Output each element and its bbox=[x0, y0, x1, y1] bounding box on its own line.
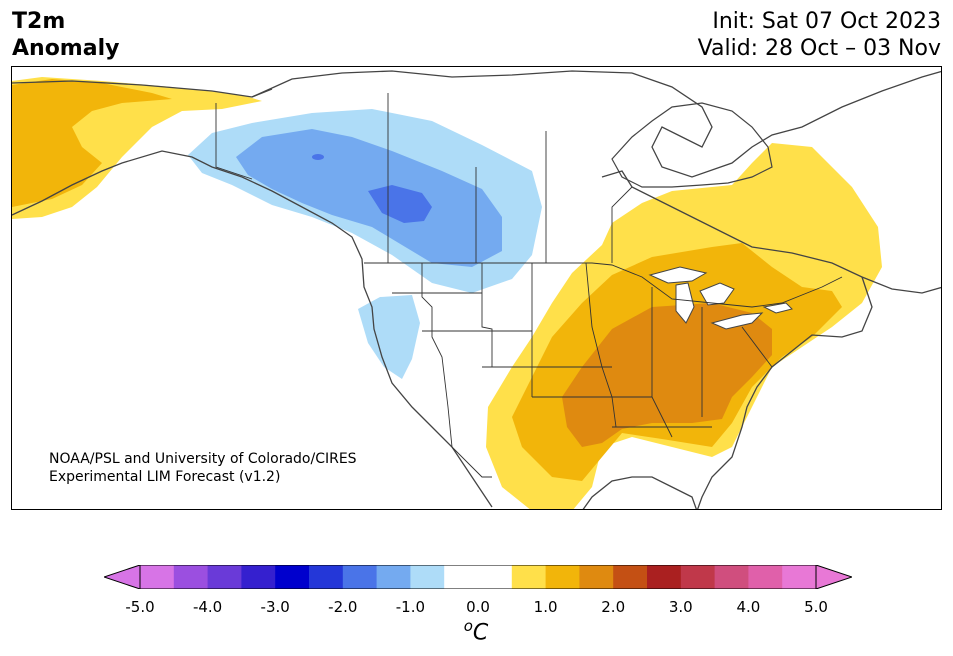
colorbar-tick-label: -4.0 bbox=[192, 598, 223, 616]
colorbar-tick-label: 3.0 bbox=[668, 598, 693, 616]
colorbar-tick-label: -2.0 bbox=[328, 598, 358, 616]
variable-label: T2m bbox=[12, 9, 66, 34]
colorbar-bin bbox=[714, 565, 749, 589]
colorbar-bin bbox=[173, 565, 209, 589]
colorbar-bin bbox=[579, 565, 614, 589]
colorbar-bin bbox=[680, 565, 716, 589]
anomaly-map bbox=[11, 66, 942, 510]
colorbar-bin bbox=[647, 565, 682, 589]
colorbar-tick-label: -5.0 bbox=[125, 598, 155, 616]
forecast-dates: Init: Sat 07 Oct 2023 Valid: 28 Oct – 03… bbox=[698, 8, 941, 62]
colorbar-bin bbox=[545, 565, 580, 589]
colorbar-bin bbox=[444, 565, 479, 589]
colorbar-bin bbox=[613, 565, 648, 589]
cold-core-small bbox=[312, 154, 324, 160]
credit-line-1: NOAA/PSL and University of Colorado/CIRE… bbox=[49, 451, 357, 467]
colorbar-bin bbox=[140, 565, 175, 589]
colorbar-bins bbox=[140, 565, 817, 589]
colorbar-bin bbox=[511, 565, 547, 589]
canada-cold-core bbox=[368, 185, 432, 223]
colorbar-bin bbox=[748, 565, 783, 589]
colorbar-outline bbox=[139, 565, 817, 589]
colorbar-bin bbox=[207, 565, 242, 589]
colorbar-tick-label: 0.0 bbox=[466, 598, 490, 616]
colorbar-bin bbox=[410, 565, 445, 589]
quantity-label: Anomaly bbox=[12, 36, 120, 61]
hudson-bay bbox=[611, 102, 773, 188]
coastlines bbox=[12, 70, 941, 509]
colorbar-bin bbox=[376, 565, 411, 589]
colorbar-bin bbox=[241, 565, 276, 589]
colorbar-tick-label: -1.0 bbox=[395, 598, 426, 616]
valid-range: Valid: 28 Oct – 03 Nov bbox=[697, 36, 941, 61]
colorbar-over-arrow bbox=[815, 565, 852, 589]
credit-text: NOAA/PSL and University of Colorado/CIRE… bbox=[49, 450, 357, 486]
colorbar-under-arrow bbox=[104, 565, 141, 589]
colorbar-unit: oC bbox=[463, 617, 489, 646]
western-cold-zone bbox=[358, 295, 420, 379]
colorbar-tick-label: -3.0 bbox=[260, 598, 290, 616]
colorbar-bin bbox=[309, 565, 344, 589]
colorbar bbox=[104, 565, 852, 589]
colorbar-tick-label: 2.0 bbox=[601, 598, 626, 616]
great-lakes bbox=[648, 266, 793, 330]
colorbar-tick-label: 5.0 bbox=[804, 598, 828, 616]
colorbar-bin bbox=[275, 565, 310, 589]
init-date: Init: Sat 07 Oct 2023 bbox=[712, 9, 941, 34]
credit-line-2: Experimental LIM Forecast (v1.2) bbox=[49, 469, 281, 485]
map-svg bbox=[12, 70, 941, 509]
colorbar-bin bbox=[478, 565, 513, 589]
political-borders bbox=[215, 93, 843, 478]
colorbar-tick-label: 4.0 bbox=[736, 598, 761, 616]
eastern-warm-core bbox=[562, 303, 772, 447]
map-title: T2m Anomaly bbox=[12, 8, 119, 62]
colorbar-bin bbox=[782, 565, 817, 589]
colorbar-bin bbox=[342, 565, 378, 589]
canada-cold-mid bbox=[236, 129, 502, 267]
alaska-warm-core bbox=[12, 79, 172, 207]
colorbar-tick-label: 1.0 bbox=[533, 598, 558, 616]
